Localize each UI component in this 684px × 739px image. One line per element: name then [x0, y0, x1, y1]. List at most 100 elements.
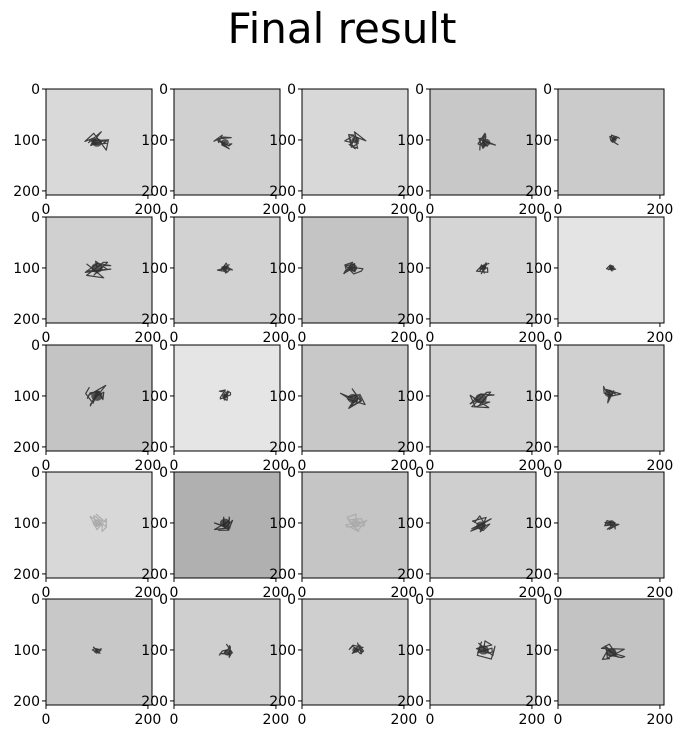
- scribble-stroke: [343, 261, 364, 275]
- x-tick-label: 200: [391, 330, 418, 346]
- scribble-stroke: [213, 516, 234, 531]
- y-tick-label: 200: [13, 567, 40, 583]
- scribble-core: [351, 519, 360, 527]
- x-tick-label: 0: [554, 712, 563, 728]
- scribble-core: [91, 391, 103, 401]
- x-tick-label: 0: [554, 458, 563, 474]
- scribble-core: [478, 645, 489, 655]
- scribble-core: [95, 648, 99, 652]
- x-tick-label: 200: [135, 712, 162, 728]
- y-tick-label: 100: [141, 261, 168, 277]
- x-tick-label: 200: [263, 585, 290, 601]
- y-tick-label: 0: [159, 210, 168, 226]
- x-tick-label: 200: [263, 712, 290, 728]
- scribble-core: [91, 138, 102, 147]
- y-tick-label: 0: [159, 465, 168, 481]
- y-tick-label: 100: [397, 133, 424, 149]
- x-tick-label: 0: [426, 712, 435, 728]
- y-tick-label: 200: [525, 567, 552, 583]
- axes-frame: [45, 344, 153, 452]
- y-tick-label: 0: [287, 465, 296, 481]
- axes-frame: [301, 344, 409, 452]
- y-tick-label: 100: [525, 261, 552, 277]
- y-tick-label: 200: [141, 567, 168, 583]
- y-tick-label: 200: [141, 184, 168, 200]
- x-tick-label: 0: [170, 458, 179, 474]
- y-tick-label: 200: [397, 312, 424, 328]
- scribble-stroke: [216, 262, 233, 274]
- x-tick-label: 0: [426, 330, 435, 346]
- x-tick-label: 200: [263, 202, 290, 218]
- y-tick-label: 100: [397, 516, 424, 532]
- y-tick-label: 100: [141, 516, 168, 532]
- x-tick-label: 200: [647, 585, 674, 601]
- x-tick-label: 200: [391, 458, 418, 474]
- x-tick-label: 0: [42, 202, 51, 218]
- y-tick-label: 0: [287, 338, 296, 354]
- axes-frame: [173, 216, 281, 324]
- y-tick-label: 100: [13, 389, 40, 405]
- x-tick-label: 200: [519, 202, 546, 218]
- panel-image: [174, 217, 280, 323]
- scribble-core: [347, 393, 359, 404]
- y-tick-label: 200: [525, 312, 552, 328]
- axes-frame: [45, 471, 153, 579]
- y-tick-label: 100: [525, 389, 552, 405]
- scribble-stroke: [213, 134, 233, 150]
- axes-frame: [557, 344, 665, 452]
- y-tick-label: 0: [31, 338, 40, 354]
- y-tick-label: 100: [141, 643, 168, 659]
- x-tick-label: 200: [647, 458, 674, 474]
- y-tick-label: 0: [159, 338, 168, 354]
- x-tick-label: 200: [135, 202, 162, 218]
- scribble-core: [222, 265, 228, 271]
- y-tick-label: 0: [415, 82, 424, 98]
- y-tick-label: 100: [269, 643, 296, 659]
- y-tick-label: 200: [525, 440, 552, 456]
- y-tick-label: 200: [525, 184, 552, 200]
- panel-image: [558, 89, 664, 195]
- y-tick-label: 200: [525, 694, 552, 710]
- scribble-core: [352, 647, 359, 653]
- x-tick-label: 200: [519, 585, 546, 601]
- y-tick-label: 100: [141, 389, 168, 405]
- scribble-stroke: [344, 131, 367, 150]
- x-tick-label: 200: [519, 712, 546, 728]
- x-tick-label: 0: [298, 712, 307, 728]
- y-tick-label: 200: [269, 567, 296, 583]
- y-tick-label: 0: [31, 82, 40, 98]
- scribble-core: [481, 138, 491, 147]
- x-tick-label: 0: [170, 585, 179, 601]
- y-tick-label: 0: [287, 592, 296, 608]
- y-tick-label: 0: [543, 465, 552, 481]
- axes-frame: [301, 216, 409, 324]
- scribble-stroke: [604, 520, 620, 530]
- y-tick-label: 0: [159, 592, 168, 608]
- y-tick-label: 100: [13, 643, 40, 659]
- scribble-core: [219, 518, 230, 528]
- axes-frame: [45, 598, 153, 706]
- y-tick-label: 100: [269, 389, 296, 405]
- y-tick-label: 100: [13, 261, 40, 277]
- scribble-stroke: [91, 646, 102, 654]
- x-tick-label: 0: [170, 202, 179, 218]
- y-tick-label: 100: [13, 133, 40, 149]
- axes-frame: [429, 471, 537, 579]
- axes-frame: [557, 216, 665, 324]
- axes-frame: [173, 344, 281, 452]
- y-tick-label: 200: [141, 312, 168, 328]
- y-tick-label: 0: [415, 210, 424, 226]
